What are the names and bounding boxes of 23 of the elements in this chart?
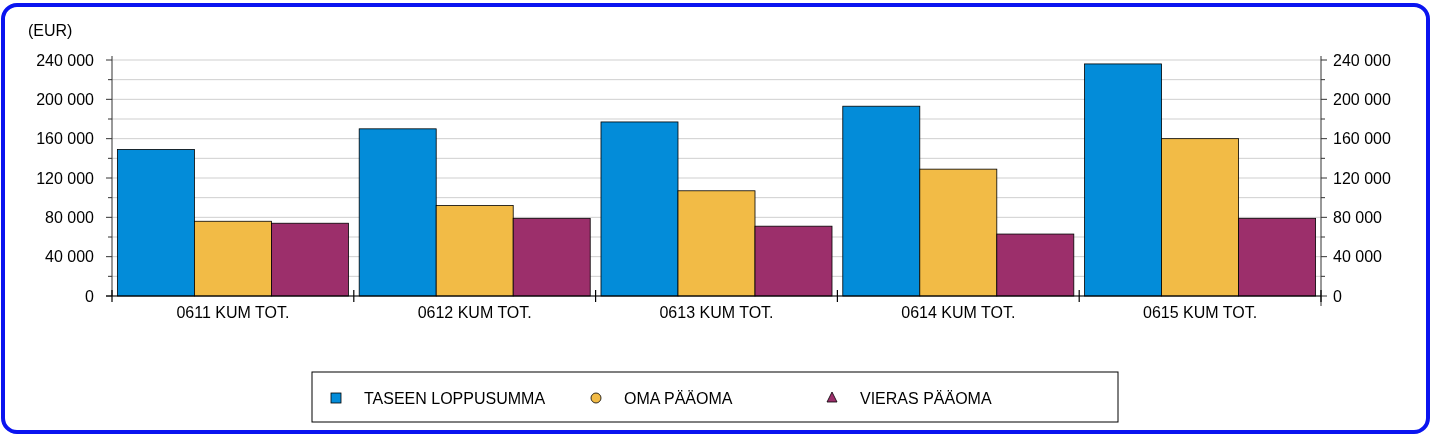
x-tick-label: 0615 KUM TOT. xyxy=(1143,304,1258,321)
x-tick-label: 0613 KUM TOT. xyxy=(659,304,774,321)
y-tick-label: 200 000 xyxy=(36,90,95,108)
y2-tick-label: 240 000 xyxy=(1333,51,1391,69)
y-axis-title: (EUR) xyxy=(28,22,73,39)
y2-tick-label: 160 000 xyxy=(1333,130,1391,148)
x-tick-label: 0612 KUM TOT. xyxy=(417,304,532,321)
y2-tick-label: 0 xyxy=(1333,287,1342,305)
y-tick-label: 0 xyxy=(85,287,95,305)
legend-label: VIERAS PÄÄOMA xyxy=(860,390,992,407)
y2-tick-label: 40 000 xyxy=(1333,248,1383,266)
y2-tick-label: 80 000 xyxy=(1333,208,1383,226)
y-tick-label: 40 000 xyxy=(45,248,95,266)
y-tick-label: 80 000 xyxy=(45,208,95,226)
y-tick-label: 240 000 xyxy=(36,51,95,69)
x-tick-label: 0611 KUM TOT. xyxy=(176,304,290,321)
legend-label: TASEEN LOPPUSUMMA xyxy=(364,390,546,407)
legend-label: OMA PÄÄOMA xyxy=(624,390,733,407)
y-tick-label: 160 000 xyxy=(36,130,95,148)
y2-tick-label: 200 000 xyxy=(1333,90,1391,108)
y2-tick-label: 120 000 xyxy=(1333,169,1391,187)
x-tick-label: 0614 KUM TOT. xyxy=(901,304,1016,321)
y-tick-label: 120 000 xyxy=(36,169,95,187)
